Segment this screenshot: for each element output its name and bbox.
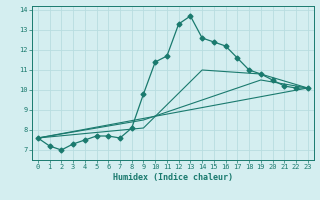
- X-axis label: Humidex (Indice chaleur): Humidex (Indice chaleur): [113, 173, 233, 182]
